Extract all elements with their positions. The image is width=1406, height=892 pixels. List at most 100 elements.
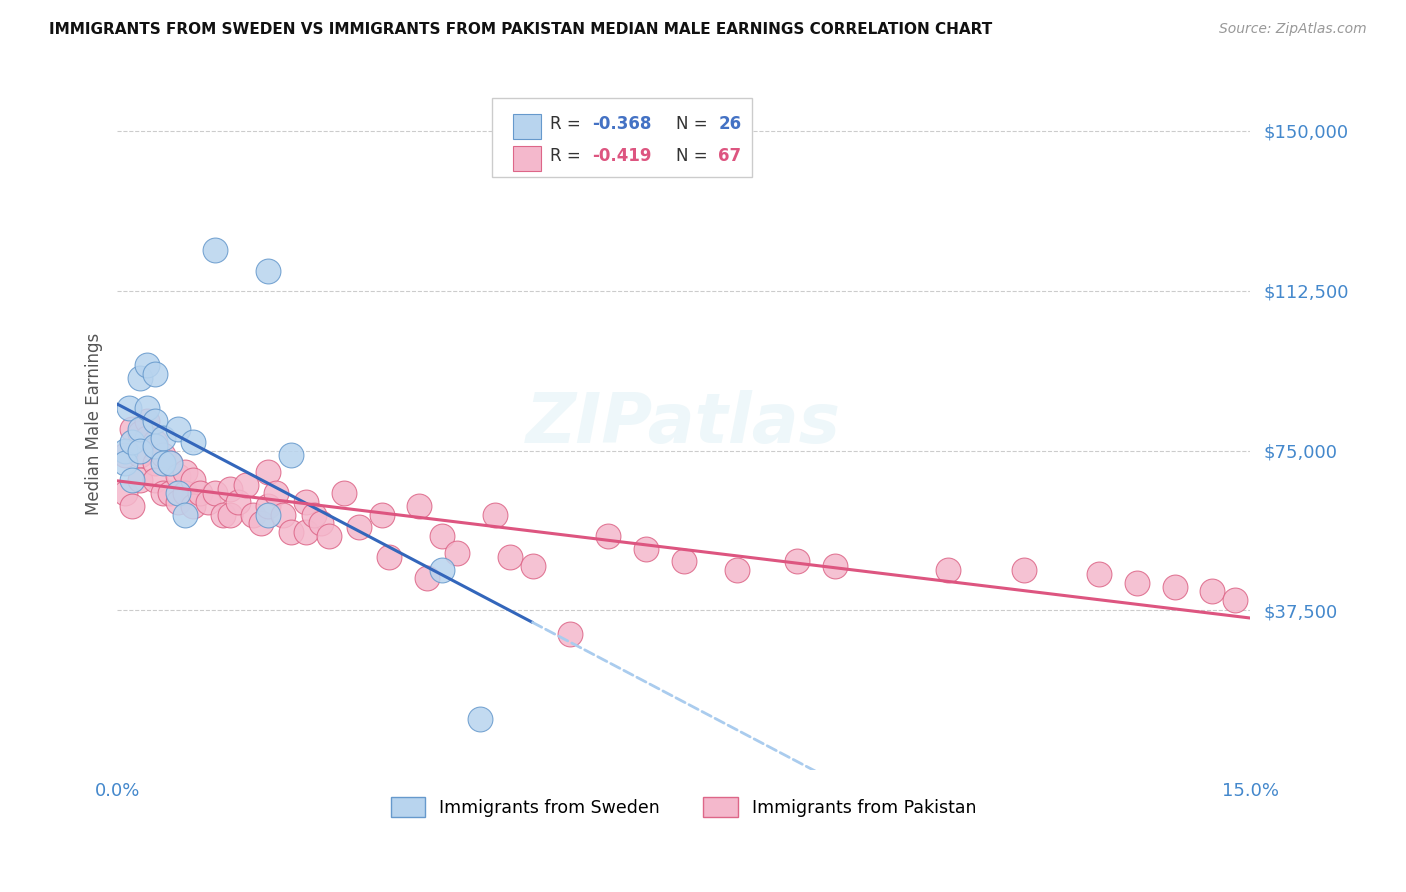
Point <box>181 435 204 450</box>
Point <box>264 486 287 500</box>
Point <box>257 264 280 278</box>
Point <box>174 465 197 479</box>
Point <box>128 474 150 488</box>
Point <box>121 474 143 488</box>
Point <box>280 448 302 462</box>
Point <box>128 448 150 462</box>
Legend: Immigrants from Sweden, Immigrants from Pakistan: Immigrants from Sweden, Immigrants from … <box>384 790 984 824</box>
Point <box>143 456 166 470</box>
Point <box>128 422 150 436</box>
Point <box>242 508 264 522</box>
Point <box>378 550 401 565</box>
Point <box>257 499 280 513</box>
Point <box>370 508 392 522</box>
Point <box>309 516 332 530</box>
Point <box>136 358 159 372</box>
Text: N =: N = <box>676 115 713 133</box>
Point <box>152 431 174 445</box>
Point <box>166 486 188 500</box>
Point <box>136 431 159 445</box>
Point <box>114 448 136 462</box>
Point <box>499 550 522 565</box>
Point <box>408 499 430 513</box>
Point <box>128 443 150 458</box>
Point <box>128 371 150 385</box>
Point <box>181 499 204 513</box>
Point <box>204 486 226 500</box>
Point <box>114 456 136 470</box>
Point <box>416 572 439 586</box>
Point <box>174 508 197 522</box>
Point <box>257 508 280 522</box>
Point <box>219 482 242 496</box>
Point <box>273 508 295 522</box>
Point <box>121 499 143 513</box>
Point <box>152 448 174 462</box>
Point <box>936 563 959 577</box>
Text: 67: 67 <box>718 147 741 165</box>
Text: R =: R = <box>550 147 586 165</box>
Point <box>188 486 211 500</box>
Point <box>634 541 657 556</box>
Point <box>280 524 302 539</box>
Point <box>226 494 249 508</box>
Point <box>446 546 468 560</box>
Text: Source: ZipAtlas.com: Source: ZipAtlas.com <box>1219 22 1367 37</box>
Point <box>430 563 453 577</box>
Point <box>347 520 370 534</box>
Point <box>159 486 181 500</box>
Point <box>1201 584 1223 599</box>
Point <box>114 486 136 500</box>
Text: -0.419: -0.419 <box>592 147 651 165</box>
Point <box>484 508 506 522</box>
Point <box>560 627 582 641</box>
Text: N =: N = <box>676 147 713 165</box>
Point <box>166 422 188 436</box>
Point <box>257 465 280 479</box>
Point <box>333 486 356 500</box>
Point <box>725 563 748 577</box>
Point <box>197 494 219 508</box>
Point <box>174 486 197 500</box>
Text: R =: R = <box>550 115 586 133</box>
Point <box>522 558 544 573</box>
Point <box>212 508 235 522</box>
Text: IMMIGRANTS FROM SWEDEN VS IMMIGRANTS FROM PAKISTAN MEDIAN MALE EARNINGS CORRELAT: IMMIGRANTS FROM SWEDEN VS IMMIGRANTS FRO… <box>49 22 993 37</box>
Point <box>219 508 242 522</box>
Point <box>598 529 620 543</box>
Point <box>1223 592 1246 607</box>
Point <box>128 426 150 441</box>
Point <box>121 422 143 436</box>
Point <box>143 414 166 428</box>
Point <box>143 474 166 488</box>
Point <box>295 524 318 539</box>
Point <box>143 439 166 453</box>
Point <box>430 529 453 543</box>
Point <box>152 456 174 470</box>
Point <box>117 401 139 415</box>
Point <box>1012 563 1035 577</box>
Text: 26: 26 <box>718 115 741 133</box>
Text: -0.368: -0.368 <box>592 115 651 133</box>
Point <box>295 494 318 508</box>
Point <box>672 554 695 568</box>
Point <box>159 456 181 470</box>
Point <box>166 494 188 508</box>
Point <box>318 529 340 543</box>
Point <box>136 414 159 428</box>
Point <box>302 508 325 522</box>
Point <box>204 243 226 257</box>
Text: ZIPatlas: ZIPatlas <box>526 391 841 458</box>
Point <box>159 456 181 470</box>
Point <box>824 558 846 573</box>
Point <box>249 516 271 530</box>
Point <box>114 443 136 458</box>
Point <box>1126 575 1149 590</box>
Point <box>1163 580 1185 594</box>
Point <box>121 435 143 450</box>
Point <box>786 554 808 568</box>
Point <box>1088 567 1111 582</box>
Point <box>143 367 166 381</box>
Point <box>136 401 159 415</box>
Y-axis label: Median Male Earnings: Median Male Earnings <box>86 333 103 515</box>
